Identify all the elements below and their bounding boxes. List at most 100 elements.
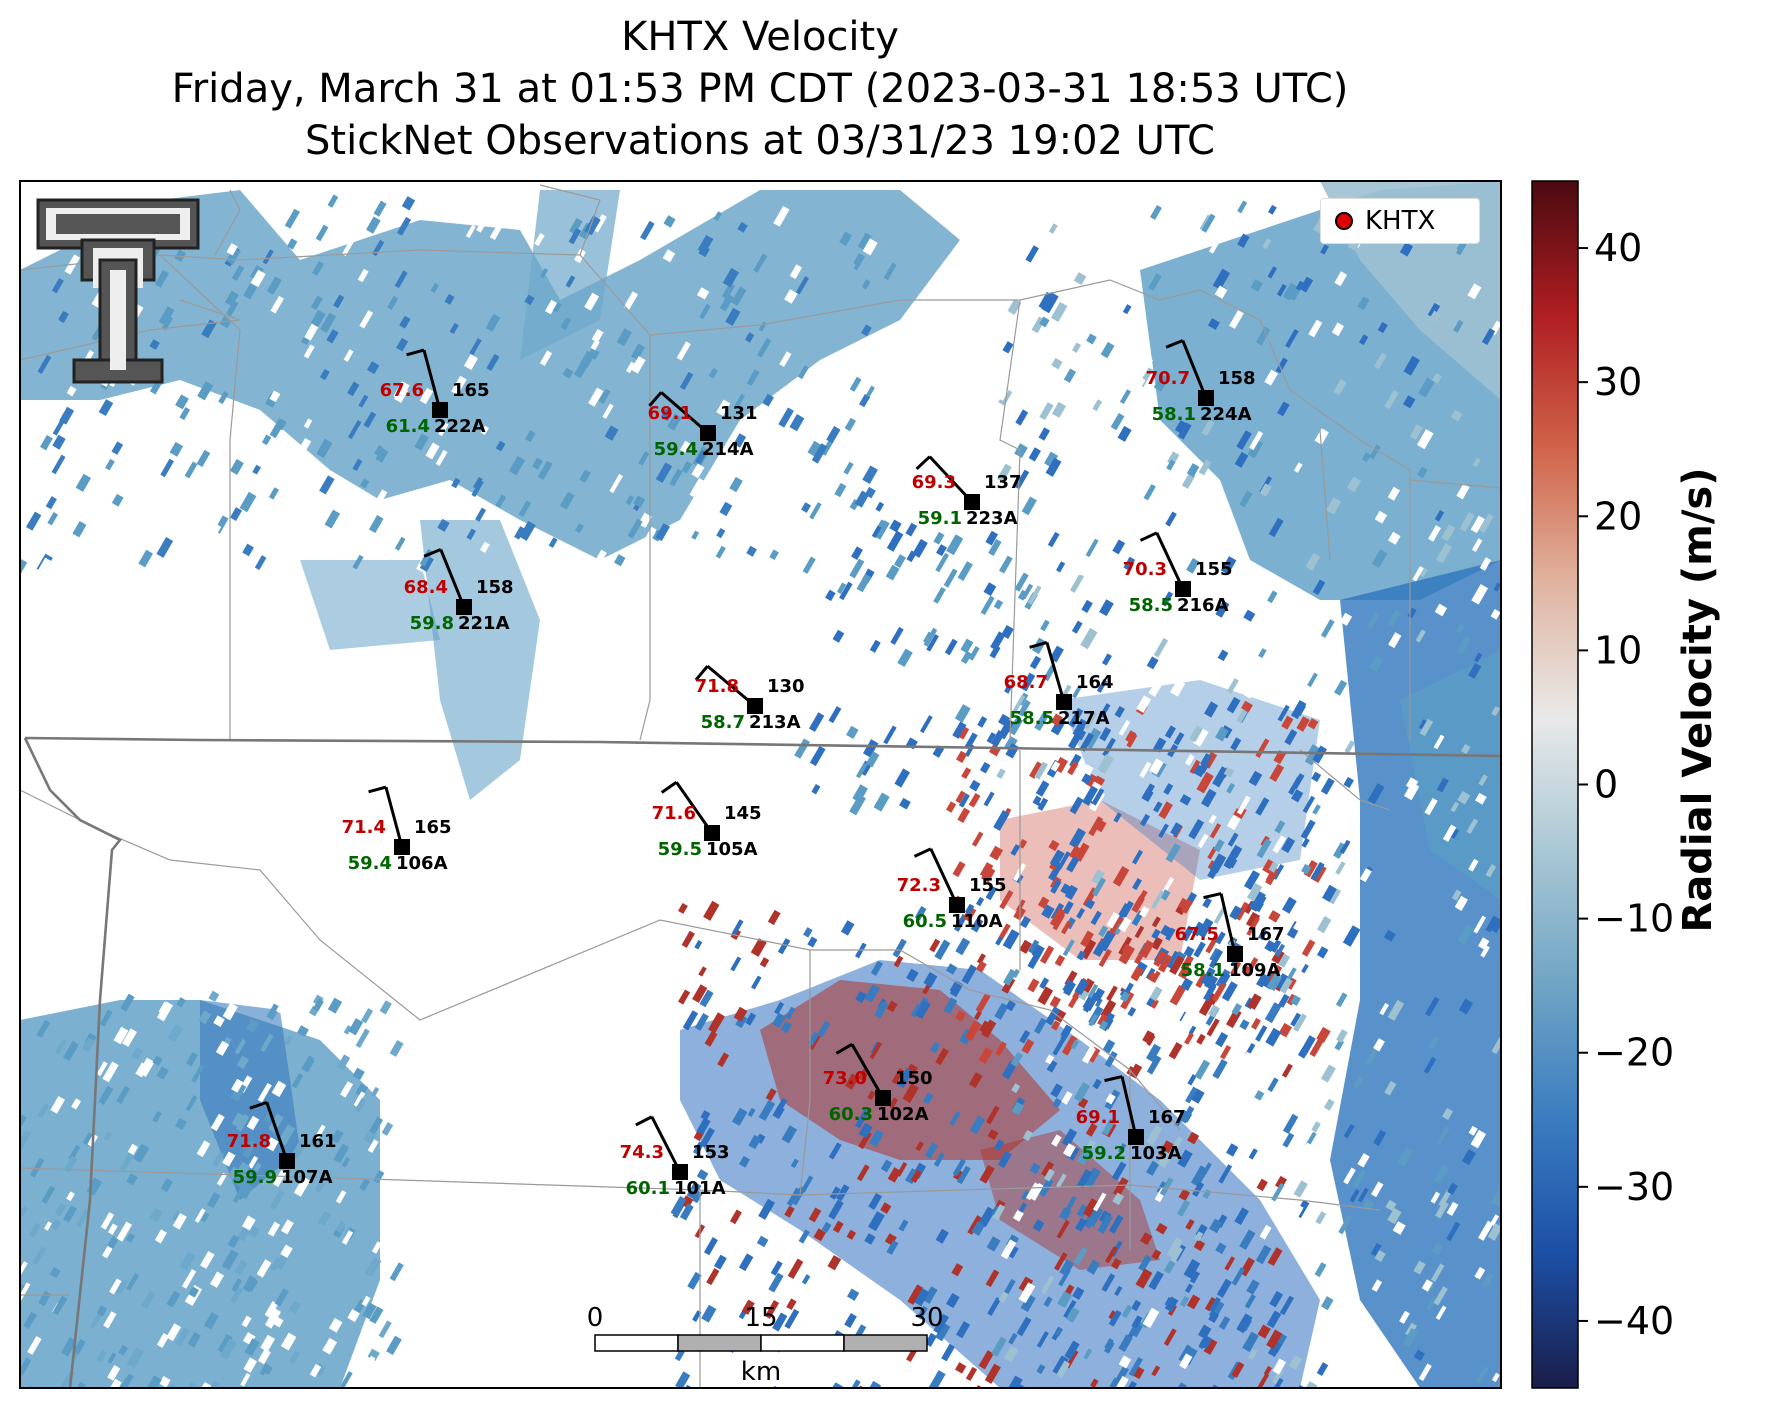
radar-gate (1159, 1177, 1174, 1196)
radar-gate (1352, 1169, 1366, 1189)
radar-gate (1419, 718, 1434, 737)
radar-gate (32, 1246, 47, 1265)
radar-gate (158, 306, 175, 326)
radar-gate (437, 518, 450, 532)
station-dewpoint: 58.5 (1010, 708, 1054, 729)
radar-gate (1474, 1266, 1486, 1280)
radar-gate (1057, 459, 1070, 475)
radar-gate (1169, 984, 1187, 1006)
radar-gate (1301, 1142, 1314, 1157)
radar-gate (1146, 1055, 1162, 1075)
wind-barb-flag (1139, 531, 1158, 542)
radar-gate (1036, 1364, 1046, 1375)
radar-gate (29, 1157, 45, 1178)
radar-gate (1427, 302, 1441, 318)
radar-gate (1155, 1222, 1168, 1235)
radar-gate (1267, 590, 1278, 604)
station-dewpoint: 58.5 (1129, 595, 1173, 616)
radar-gate (327, 194, 339, 208)
radar-gate (273, 1169, 287, 1187)
legend: KHTX (1320, 198, 1480, 244)
radar-gate (1314, 1262, 1327, 1278)
radar-gate (1073, 272, 1087, 286)
radar-gate (1106, 985, 1118, 1002)
radar-gate (1139, 813, 1150, 827)
radar-gate (839, 231, 853, 246)
radar-gate (1019, 915, 1031, 929)
radar-gate (883, 725, 897, 745)
radar-gate (1062, 900, 1074, 915)
radar-gate (268, 487, 279, 500)
radar-gate (1293, 462, 1303, 473)
radar-gate (1446, 1221, 1461, 1242)
scale-bar: 0 15 30 km (587, 1303, 944, 1387)
radar-gate (1207, 318, 1220, 330)
radar-gate (1418, 377, 1435, 398)
radar-gate (1295, 959, 1308, 976)
radar-gate (748, 1134, 762, 1150)
wind-barb (439, 548, 466, 608)
radar-gate (1242, 1331, 1259, 1353)
radar-gate (269, 418, 286, 439)
radar-gate (1052, 1097, 1062, 1109)
radar-gate (1101, 1273, 1116, 1292)
radar-gate (1002, 341, 1014, 354)
radar-gate (185, 1095, 198, 1112)
radar-gate (1453, 319, 1464, 333)
radar-gate (122, 1028, 137, 1047)
radar-gate (68, 1144, 81, 1161)
radar-gate (1281, 715, 1294, 730)
radar-gate (1243, 609, 1256, 622)
radar-gate (886, 1240, 899, 1255)
station-marker (1128, 1129, 1144, 1145)
radar-gate (855, 990, 867, 1004)
radar-gate (1326, 497, 1342, 515)
station-wind-direction: 164 (1076, 672, 1114, 693)
radar-gate (370, 1086, 380, 1098)
radar-gate (996, 463, 1012, 483)
radar-gate (232, 1184, 246, 1203)
radar-gate (239, 1183, 254, 1200)
radar-gate (1170, 822, 1183, 836)
radar-gate (107, 1223, 118, 1235)
radar-gate (1320, 1296, 1334, 1311)
radar-gate (1044, 451, 1059, 468)
radar-gate (194, 399, 211, 420)
radar-gate (20, 1205, 28, 1217)
radar-gate (267, 1221, 281, 1237)
radar-gate (1010, 844, 1021, 856)
radar-gate (1093, 1192, 1107, 1212)
wind-barb (1219, 893, 1237, 955)
radar-site-marker-icon (1335, 212, 1353, 230)
radar-gate (1226, 814, 1241, 831)
radar-gate (156, 536, 174, 558)
radar-gate (1117, 902, 1130, 920)
radar-gate (1357, 1187, 1369, 1203)
radar-gate (1472, 457, 1481, 468)
station-marker (1056, 694, 1072, 710)
radar-gate (1316, 1026, 1331, 1043)
radar-gate (1106, 911, 1120, 929)
radar-gate (310, 295, 323, 311)
radar-gate (1491, 1037, 1501, 1055)
radar-gate (1267, 1247, 1283, 1267)
radar-gate (1090, 1378, 1099, 1388)
radar-gate (169, 441, 184, 457)
radar-gate (1473, 652, 1483, 663)
radar-gate (1151, 1249, 1162, 1260)
radar-gate (327, 997, 343, 1014)
radar-gate (1070, 1039, 1080, 1050)
radar-gate (1374, 1250, 1386, 1262)
radar-gate (667, 413, 682, 431)
radar-gate (1289, 1355, 1303, 1370)
radar-gate (991, 1336, 1007, 1357)
radar-gate (387, 1360, 401, 1376)
radar-gate (867, 1090, 876, 1100)
radar-gate (1012, 1209, 1024, 1222)
radar-gate (655, 523, 670, 542)
radar-gate (52, 434, 66, 450)
radar-gate (1129, 1320, 1145, 1338)
